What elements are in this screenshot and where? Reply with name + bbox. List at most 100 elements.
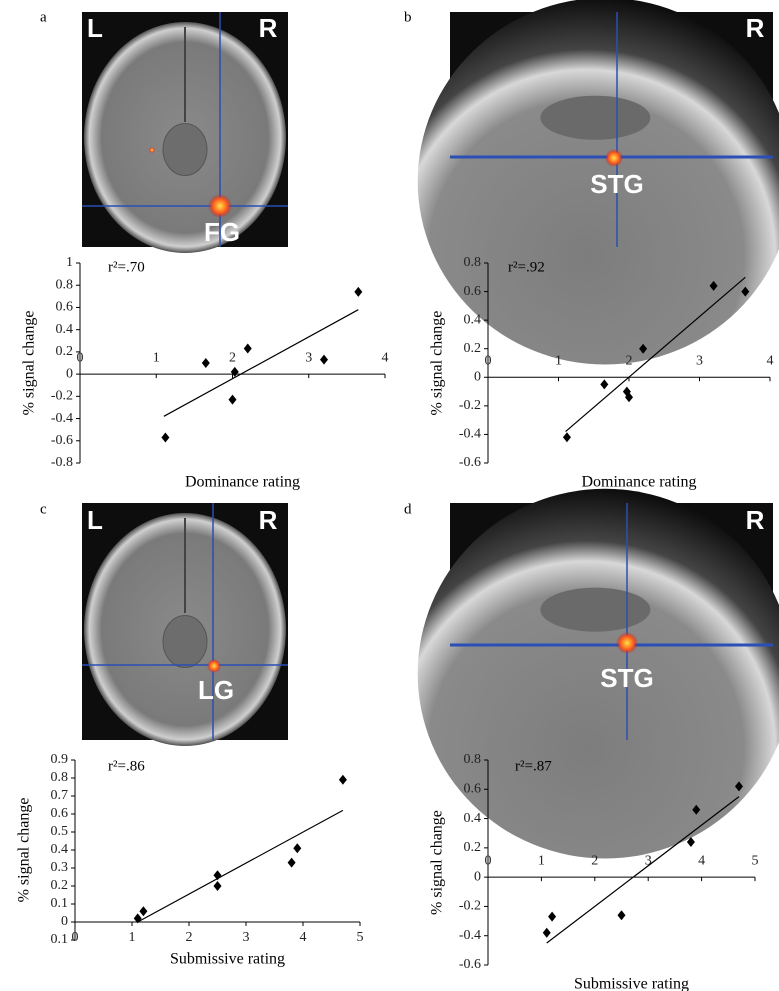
y-tick-label: -0.4 — [459, 427, 481, 442]
y-tick-label: -0.2 — [459, 398, 481, 413]
brain-image: R STG — [417, 0, 779, 365]
y-tick-label: -0.6 — [51, 433, 73, 448]
y-axis-label: % signal change — [429, 810, 446, 915]
fit-line — [163, 309, 359, 417]
data-point — [709, 280, 718, 291]
y-tick-label: 0.4 — [464, 312, 482, 327]
x-tick-label: 2 — [591, 853, 598, 868]
y-tick-label: 0.4 — [464, 811, 482, 826]
y-tick-label: 0 — [66, 366, 73, 381]
y-tick-label: 0.8 — [51, 770, 69, 785]
annotation: r²=.70 — [108, 259, 145, 275]
panel-letter: b — [404, 9, 412, 25]
image-label: R — [259, 505, 278, 535]
data-point — [741, 286, 750, 297]
image-label: L — [87, 13, 103, 43]
data-point — [201, 358, 210, 368]
image-label: L — [87, 505, 103, 535]
skull — [417, 488, 779, 859]
x-tick-label: 1 — [129, 930, 136, 945]
data-point — [287, 857, 296, 868]
activation — [605, 149, 623, 167]
data-point — [213, 881, 222, 891]
y-tick-label: -0.6 — [459, 455, 481, 470]
x-tick-label: 4 — [767, 354, 774, 369]
x-tick-label: 3 — [696, 354, 703, 369]
y-tick-label: 0 — [61, 914, 68, 929]
x-tick-label: 4 — [698, 853, 705, 868]
x-tick-label: 3 — [243, 930, 250, 945]
x-tick-label: 3 — [305, 350, 312, 365]
x-tick-label: 2 — [626, 354, 633, 369]
y-tick-label: -0.4 — [459, 928, 481, 943]
data-point — [542, 927, 551, 938]
panel-letter: c — [40, 501, 47, 517]
data-point — [230, 366, 239, 377]
y-tick-label: -0.2 — [459, 899, 481, 914]
y-tick-label: 0 — [474, 869, 481, 884]
y-axis-label: % signal change — [429, 311, 446, 416]
data-point — [228, 394, 237, 405]
y-axis-label: % signal change — [16, 798, 33, 903]
data-point — [139, 906, 148, 917]
data-point — [293, 843, 302, 854]
data-point — [243, 343, 252, 354]
image-label: STG — [590, 169, 643, 199]
annotation: r²=.86 — [108, 758, 145, 774]
x-tick-label: 0 — [77, 350, 84, 365]
data-point — [213, 870, 222, 881]
data-point — [548, 911, 557, 922]
y-tick-label: -0.2 — [51, 389, 73, 404]
image-label: FG — [204, 217, 240, 247]
y-tick-label: 0.8 — [464, 752, 482, 767]
data-point — [338, 774, 347, 785]
data-point — [320, 354, 328, 365]
y-tick-label: 0.8 — [56, 277, 74, 292]
x-tick-label: 5 — [357, 930, 364, 945]
y-tick-label: 0.8 — [464, 255, 482, 270]
data-point — [686, 837, 695, 847]
data-point — [133, 913, 142, 924]
y-tick-label: 0.2 — [464, 840, 482, 855]
y-tick-label: 0.1 — [51, 896, 69, 911]
x-tick-label: 4 — [382, 350, 389, 365]
x-tick-label: 2 — [186, 930, 193, 945]
y-tick-label: -0.8 — [51, 455, 73, 470]
annotation: r²=.92 — [508, 259, 545, 275]
y-tick-label: 1 — [66, 255, 73, 270]
skull — [417, 0, 779, 365]
panel-letter: a — [40, 9, 47, 25]
y-tick-label: 0.7 — [51, 788, 69, 803]
data-point — [692, 804, 701, 815]
x-axis-label: Submissive rating — [574, 976, 689, 991]
image-label: R — [746, 505, 765, 535]
activation — [208, 194, 232, 218]
y-tick-label: 0 — [474, 370, 481, 385]
data-point — [161, 432, 170, 443]
x-axis-label: Dominance rating — [581, 474, 696, 491]
y-tick-label: 0.4 — [56, 322, 74, 337]
x-tick-label: 2 — [229, 350, 236, 365]
x-axis-label: Dominance rating — [185, 474, 300, 491]
image-label: R — [746, 13, 765, 43]
data-point — [354, 286, 363, 297]
x-tick-label: 5 — [752, 853, 759, 868]
x-tick-label: 1 — [555, 354, 562, 369]
y-tick-label: 0.2 — [464, 341, 482, 356]
x-axis-label: Submissive rating — [170, 951, 285, 968]
y-tick-label: -0.6 — [459, 957, 481, 972]
y-tick-label: 0.6 — [51, 806, 69, 821]
y-tick-label: 0.6 — [464, 284, 482, 299]
brain-image: R STG — [417, 488, 779, 859]
x-tick-label: 4 — [300, 930, 307, 945]
data-point — [625, 392, 633, 403]
y-tick-label: 0.2 — [56, 344, 74, 359]
ventricle — [540, 95, 651, 140]
y-tick-label: 0.5 — [51, 824, 69, 839]
panel-letter: d — [404, 501, 412, 517]
y-tick-label: 0.6 — [464, 782, 482, 797]
fit-line — [565, 276, 746, 433]
y-tick-label: 0.9 — [51, 752, 69, 767]
x-tick-label: 0 — [485, 354, 492, 369]
brain-image: L R LG — [82, 503, 288, 746]
